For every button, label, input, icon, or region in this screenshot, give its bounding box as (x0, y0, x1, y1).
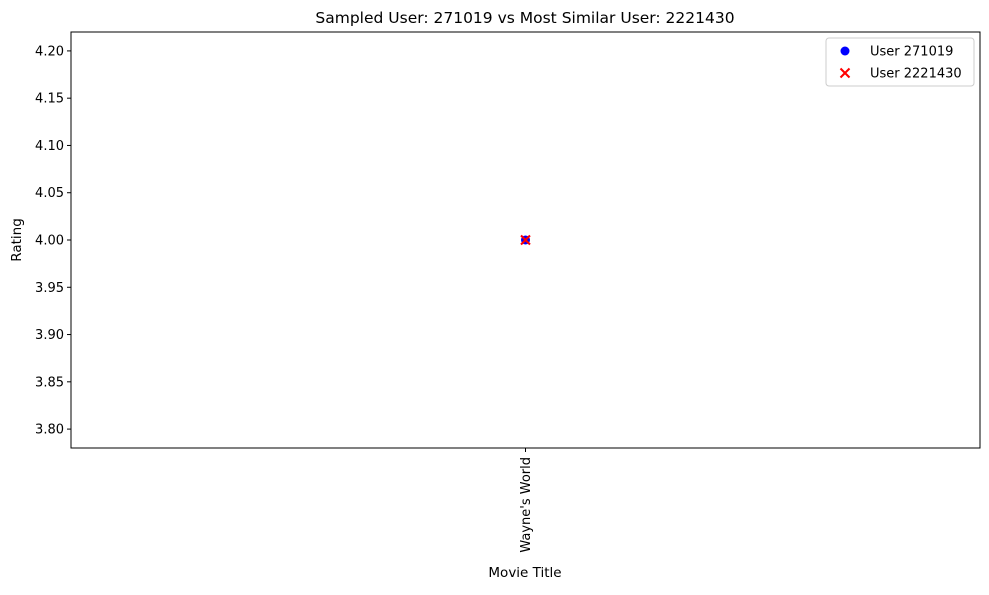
y-tick-label: 4.10 (35, 139, 64, 154)
legend-label-user-2221430: User 2221430 (870, 67, 962, 82)
legend-marker-user-271019 (840, 46, 850, 56)
y-tick-label: 3.95 (35, 281, 64, 296)
x-axis-label: Movie Title (488, 565, 561, 581)
y-tick-label: 3.80 (35, 423, 64, 438)
data-point-series-1 (520, 234, 531, 246)
chart-title: Sampled User: 271019 vs Most Similar Use… (315, 9, 734, 27)
legend: User 271019 User 2221430 (825, 37, 975, 87)
legend-box (825, 37, 975, 87)
y-axis: 3.80 3.85 3.90 3.95 4.00 4.05 4.10 4.15 4.20 (35, 44, 71, 438)
y-tick-label: 3.85 (35, 375, 64, 390)
y-tick-label: 4.05 (35, 186, 64, 201)
y-tick-label: 3.90 (35, 328, 64, 343)
data-points (520, 234, 531, 246)
legend-marker-user-2221430 (839, 67, 851, 79)
x-axis: Wayne's World (519, 448, 534, 553)
y-tick-label: 4.20 (35, 44, 64, 59)
y-tick-label: 4.15 (35, 92, 64, 107)
x-tick-label: Wayne's World (519, 457, 534, 553)
legend-label-user-271019: User 271019 (870, 45, 953, 60)
y-axis-label: Rating (9, 218, 25, 262)
y-tick-label: 4.00 (35, 234, 64, 249)
